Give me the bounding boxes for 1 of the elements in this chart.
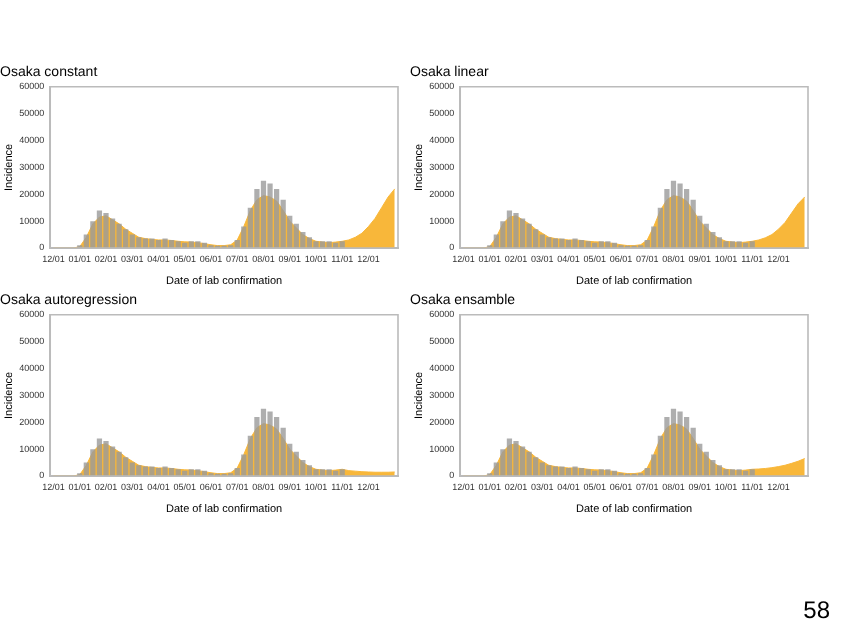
text: 58 — [803, 596, 830, 624]
